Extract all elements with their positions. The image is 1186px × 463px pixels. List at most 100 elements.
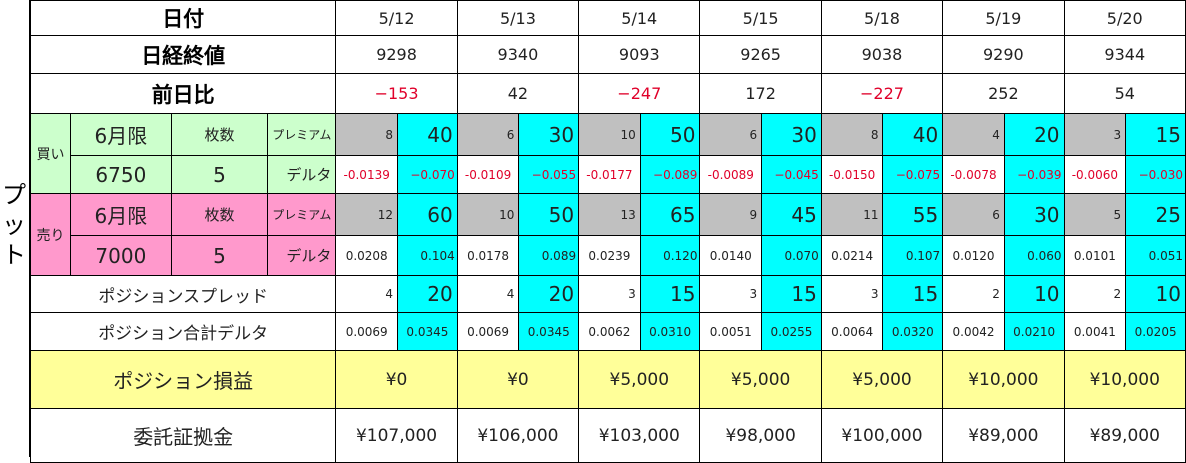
change-cell[interactable]: −227: [820, 73, 944, 114]
spread-total-cell[interactable]: 15: [761, 275, 822, 313]
close-cell[interactable]: 9093: [578, 35, 701, 74]
delta-total-cell[interactable]: −0.055: [518, 155, 580, 194]
premium-cell[interactable]: 4: [942, 113, 1005, 156]
delta-cell[interactable]: 0.0178: [456, 235, 520, 276]
spread-cell[interactable]: 4: [335, 275, 399, 313]
premium-cell[interactable]: 12: [335, 193, 399, 236]
premium-total-cell[interactable]: 60: [397, 193, 458, 236]
premium-cell[interactable]: 8: [335, 113, 399, 156]
premium-cell[interactable]: 8: [820, 113, 884, 156]
margin-cell[interactable]: ¥106,000: [456, 408, 580, 463]
delta-label[interactable]: デルタ: [267, 235, 337, 276]
delta-cell[interactable]: -0.0060: [1063, 155, 1127, 194]
close-cell[interactable]: 9038: [820, 35, 944, 74]
total-delta-label[interactable]: ポジション合計デルタ: [29, 312, 337, 351]
date-cell[interactable]: 5/15: [699, 0, 822, 36]
total-delta-cell[interactable]: 0.0051: [699, 312, 763, 351]
delta-total-cell[interactable]: −0.039: [1003, 155, 1065, 194]
premium-cell[interactable]: 6: [699, 113, 763, 156]
premium-cell[interactable]: 6: [942, 193, 1005, 236]
date-header[interactable]: 日付: [29, 0, 337, 36]
premium-total-cell[interactable]: 15: [1125, 113, 1186, 156]
total-delta-cell[interactable]: 0.0041: [1063, 312, 1127, 351]
premium-total-cell[interactable]: 30: [518, 113, 580, 156]
close-cell[interactable]: 9340: [456, 35, 580, 74]
premium-cell[interactable]: 3: [1063, 113, 1127, 156]
total-delta-cell[interactable]: 0.0069: [456, 312, 520, 351]
close-header[interactable]: 日経終値: [29, 35, 337, 74]
pnl-cell[interactable]: ¥5,000: [820, 350, 944, 409]
total-delta-cell[interactable]: 0.0062: [578, 312, 641, 351]
margin-cell[interactable]: ¥98,000: [699, 408, 822, 463]
spread-total-cell[interactable]: 20: [518, 275, 580, 313]
date-cell[interactable]: 5/13: [456, 0, 580, 36]
spread-total-cell[interactable]: 10: [1125, 275, 1186, 313]
quantity[interactable]: 5: [170, 155, 269, 194]
delta-total-cell[interactable]: −0.070: [397, 155, 458, 194]
premium-label[interactable]: プレミアム: [267, 113, 337, 156]
change-header[interactable]: 前日比: [29, 73, 337, 114]
close-cell[interactable]: 9290: [942, 35, 1065, 74]
spread-cell[interactable]: 2: [942, 275, 1005, 313]
premium-total-cell[interactable]: 50: [518, 193, 580, 236]
total-delta-cell[interactable]: 0.0042: [942, 312, 1005, 351]
put-side-label-cell[interactable]: プット: [0, 0, 30, 457]
change-cell[interactable]: −153: [335, 73, 458, 114]
delta-total-cell[interactable]: 0.051: [1125, 235, 1186, 276]
total-delta-total-cell[interactable]: 0.0255: [761, 312, 822, 351]
delta-total-cell[interactable]: −0.030: [1125, 155, 1186, 194]
margin-cell[interactable]: ¥89,000: [1063, 408, 1186, 463]
pnl-cell[interactable]: ¥10,000: [942, 350, 1065, 409]
premium-total-cell[interactable]: 50: [639, 113, 701, 156]
premium-cell[interactable]: 10: [456, 193, 520, 236]
total-delta-total-cell[interactable]: 0.0310: [639, 312, 701, 351]
date-cell[interactable]: 5/19: [942, 0, 1065, 36]
delta-cell[interactable]: -0.0150: [820, 155, 884, 194]
delta-cell[interactable]: -0.0139: [335, 155, 399, 194]
strike-price[interactable]: 6750: [69, 155, 172, 194]
buy-side-label[interactable]: 買い: [30, 113, 71, 194]
contract-month[interactable]: 6月限: [69, 113, 172, 156]
premium-total-cell[interactable]: 30: [761, 113, 822, 156]
delta-cell[interactable]: 0.0208: [335, 235, 399, 276]
total-delta-total-cell[interactable]: 0.0320: [882, 312, 944, 351]
premium-cell[interactable]: 11: [820, 193, 884, 236]
delta-cell[interactable]: 0.0214: [820, 235, 884, 276]
premium-total-cell[interactable]: 65: [639, 193, 701, 236]
premium-total-cell[interactable]: 20: [1003, 113, 1065, 156]
premium-cell[interactable]: 13: [578, 193, 641, 236]
total-delta-cell[interactable]: 0.0064: [820, 312, 884, 351]
pnl-label[interactable]: ポジション損益: [29, 350, 337, 409]
premium-total-cell[interactable]: 55: [882, 193, 944, 236]
premium-label[interactable]: プレミアム: [267, 193, 337, 236]
margin-cell[interactable]: ¥107,000: [335, 408, 458, 463]
delta-cell[interactable]: 0.0239: [578, 235, 641, 276]
spread-total-cell[interactable]: 20: [397, 275, 458, 313]
pnl-cell[interactable]: ¥10,000: [1063, 350, 1186, 409]
delta-total-cell[interactable]: 0.104: [397, 235, 458, 276]
change-cell[interactable]: −247: [578, 73, 701, 114]
premium-total-cell[interactable]: 40: [882, 113, 944, 156]
strike-price[interactable]: 7000: [69, 235, 172, 276]
total-delta-total-cell[interactable]: 0.0205: [1125, 312, 1186, 351]
close-cell[interactable]: 9298: [335, 35, 458, 74]
date-cell[interactable]: 5/20: [1063, 0, 1186, 36]
premium-total-cell[interactable]: 25: [1125, 193, 1186, 236]
date-cell[interactable]: 5/18: [820, 0, 944, 36]
delta-cell[interactable]: -0.0177: [578, 155, 641, 194]
delta-total-cell[interactable]: −0.089: [639, 155, 701, 194]
premium-total-cell[interactable]: 30: [1003, 193, 1065, 236]
spread-total-cell[interactable]: 15: [639, 275, 701, 313]
spread-cell[interactable]: 3: [820, 275, 884, 313]
margin-cell[interactable]: ¥103,000: [578, 408, 701, 463]
change-cell[interactable]: 54: [1063, 73, 1186, 114]
spread-total-cell[interactable]: 15: [882, 275, 944, 313]
change-cell[interactable]: 172: [699, 73, 822, 114]
delta-total-cell[interactable]: −0.045: [761, 155, 822, 194]
date-cell[interactable]: 5/12: [335, 0, 458, 36]
quantity[interactable]: 5: [170, 235, 269, 276]
premium-cell[interactable]: 9: [699, 193, 763, 236]
pnl-cell[interactable]: ¥0: [335, 350, 458, 409]
quantity-label[interactable]: 枚数: [170, 193, 269, 236]
sell-side-label[interactable]: 売り: [30, 193, 71, 276]
